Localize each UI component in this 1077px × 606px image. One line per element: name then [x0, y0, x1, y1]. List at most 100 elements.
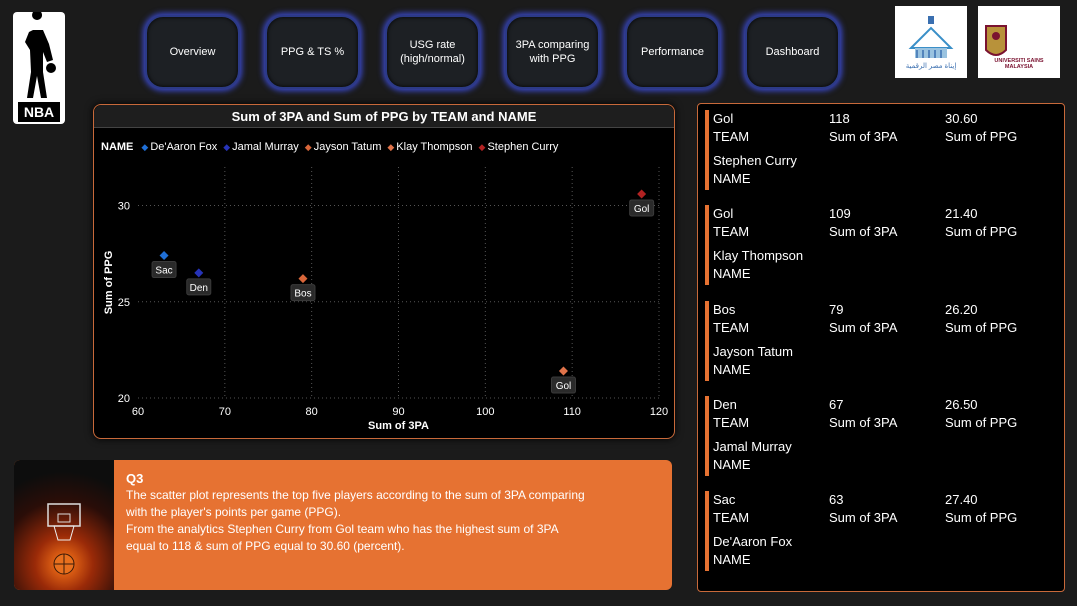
card-accent-bar: [705, 205, 709, 285]
card-accent-bar: [705, 491, 709, 571]
card-name-value: Jayson Tatum: [713, 344, 793, 359]
data-label: Gol: [634, 204, 650, 215]
player-card: Gol TEAM Stephen Curry NAME 118 Sum of 3…: [705, 110, 1057, 190]
card-name-label: NAME: [713, 171, 751, 186]
data-label: Bos: [294, 289, 311, 300]
x-tick-label: 60: [132, 406, 144, 418]
card-ppg-label: Sum of PPG: [945, 510, 1018, 525]
nav-dashboard-button[interactable]: Dashboard: [745, 15, 840, 89]
question-line-2: with the player's points per game (PPG).: [126, 505, 342, 519]
y-tick-label: 30: [118, 201, 130, 213]
player-card: Sac TEAM De'Aaron Fox NAME 63 Sum of 3PA…: [705, 491, 1057, 571]
card-team-label: TEAM: [713, 320, 750, 335]
basketball-icon: [47, 503, 81, 575]
x-tick-label: 120: [650, 406, 668, 418]
basketball-hoop-image: [14, 460, 114, 590]
legend-item-fox[interactable]: ◆ De'Aaron Fox: [141, 141, 218, 153]
card-team-value: Sac: [713, 492, 736, 507]
card-ppg-label: Sum of PPG: [945, 224, 1018, 239]
card-name-value: De'Aaron Fox: [713, 534, 793, 549]
card-accent-bar: [705, 396, 709, 476]
question-line-4: equal to 118 & sum of PPG equal to 30.60…: [126, 539, 405, 553]
card-3pa-label: Sum of 3PA: [829, 510, 898, 525]
scatter-point: [159, 251, 169, 261]
card-3pa-label: Sum of 3PA: [829, 320, 898, 335]
nba-logo-text: NBA: [23, 104, 55, 120]
y-tick-label: 20: [118, 393, 130, 405]
card-team-label: TEAM: [713, 224, 750, 239]
nba-logo: NBA: [13, 12, 65, 124]
building-icon: [908, 16, 954, 58]
player-card: Bos TEAM Jayson Tatum NAME 79 Sum of 3PA…: [705, 301, 1057, 381]
question-text: Q3 The scatter plot represents the top f…: [126, 470, 652, 555]
nav-performance-button[interactable]: Performance: [625, 15, 720, 89]
card-team-label: TEAM: [713, 510, 750, 525]
nav-3pa-ppg-button[interactable]: 3PA comparing with PPG: [505, 15, 600, 89]
card-team-value: Gol: [713, 206, 734, 221]
crest-icon: [985, 25, 1007, 56]
card-team-label: TEAM: [713, 129, 750, 144]
card-3pa-value: 109: [829, 206, 851, 221]
nav-ppg-ts-button[interactable]: PPG & TS %: [265, 15, 360, 89]
card-3pa-value: 79: [829, 302, 844, 317]
card-3pa-label: Sum of 3PA: [829, 224, 898, 239]
x-tick-label: 70: [219, 406, 231, 418]
usm-logo-subtext: UNIVERSITI SAINS MALAYSIA: [994, 58, 1044, 70]
card-team-label: TEAM: [713, 415, 750, 430]
data-label: Den: [190, 283, 208, 294]
nba-silhouette-icon: [18, 12, 60, 122]
card-name-label: NAME: [713, 362, 751, 377]
legend-item-tatum[interactable]: ◆ Jayson Tatum: [304, 141, 382, 153]
card-accent-bar: [705, 301, 709, 381]
scatter-plot: 60 70 80 90 100 110 120 20 25 30 Sum of 3PA Sum of …: [103, 167, 668, 432]
card-ppg-value: 26.50: [945, 397, 978, 412]
question-title: Q3: [126, 471, 144, 486]
data-label: Sac: [155, 266, 172, 277]
chart-legend: NAME ◆ De'Aaron Fox ◆ Jamal Murray ◆ Jayson…: [101, 141, 558, 153]
card-team-value: Gol: [713, 111, 734, 126]
scatter-chart-panel: Sum of 3PA and Sum of PPG by TEAM and NA…: [93, 104, 675, 439]
card-name-value: Stephen Curry: [713, 153, 797, 168]
card-name-label: NAME: [713, 552, 751, 567]
x-tick-label: 100: [476, 406, 494, 418]
player-card: Den TEAM Jamal Murray NAME 67 Sum of 3PA…: [705, 396, 1057, 476]
digital-egypt-logo: إيناة مصر الرقمية: [895, 6, 967, 78]
card-ppg-value: 26.20: [945, 302, 978, 317]
data-label-box: [629, 199, 655, 217]
card-ppg-value: 27.40: [945, 492, 978, 507]
scatter-point: [558, 366, 568, 376]
card-3pa-value: 67: [829, 397, 844, 412]
card-ppg-label: Sum of PPG: [945, 320, 1018, 335]
card-3pa-label: Sum of 3PA: [829, 415, 898, 430]
x-tick-label: 90: [392, 406, 404, 418]
card-name-label: NAME: [713, 457, 751, 472]
question-panel: Q3 The scatter plot represents the top f…: [14, 460, 672, 590]
data-label-box: [290, 284, 316, 302]
digital-egypt-logo-text: إيناة مصر الرقمية: [905, 63, 957, 70]
scatter-point: [637, 189, 647, 199]
card-3pa-label: Sum of 3PA: [829, 129, 898, 144]
y-axis-label: Sum of PPG: [103, 251, 115, 315]
legend-item-curry[interactable]: ◆ Stephen Curry: [478, 141, 559, 153]
card-ppg-label: Sum of PPG: [945, 415, 1018, 430]
legend-item-thompson[interactable]: ◆ Klay Thompson: [387, 141, 473, 153]
usm-logo: UNIVERSITI SAINS MALAYSIA: [978, 6, 1060, 78]
question-line-1: The scatter plot represents the top five…: [126, 488, 585, 502]
scatter-point: [194, 268, 204, 278]
chart-title: Sum of 3PA and Sum of PPG by TEAM and NA…: [94, 105, 674, 128]
legend-title: NAME: [101, 141, 134, 153]
card-name-label: NAME: [713, 266, 751, 281]
nav-overview-button[interactable]: Overview: [145, 15, 240, 89]
card-ppg-value: 30.60: [945, 111, 978, 126]
data-label-box: [186, 278, 212, 296]
player-card: Gol TEAM Klay Thompson NAME 109 Sum of 3…: [705, 205, 1057, 285]
data-label: Gol: [556, 381, 572, 392]
card-ppg-value: 21.40: [945, 206, 978, 221]
legend-item-murray[interactable]: ◆ Jamal Murray: [223, 141, 299, 153]
nav-usg-rate-button[interactable]: USG rate (high/normal): [385, 15, 480, 89]
x-tick-label: 110: [563, 406, 581, 418]
card-team-value: Den: [713, 397, 737, 412]
data-label-box: [151, 261, 177, 279]
y-tick-label: 25: [118, 297, 130, 309]
x-tick-label: 80: [306, 406, 318, 418]
